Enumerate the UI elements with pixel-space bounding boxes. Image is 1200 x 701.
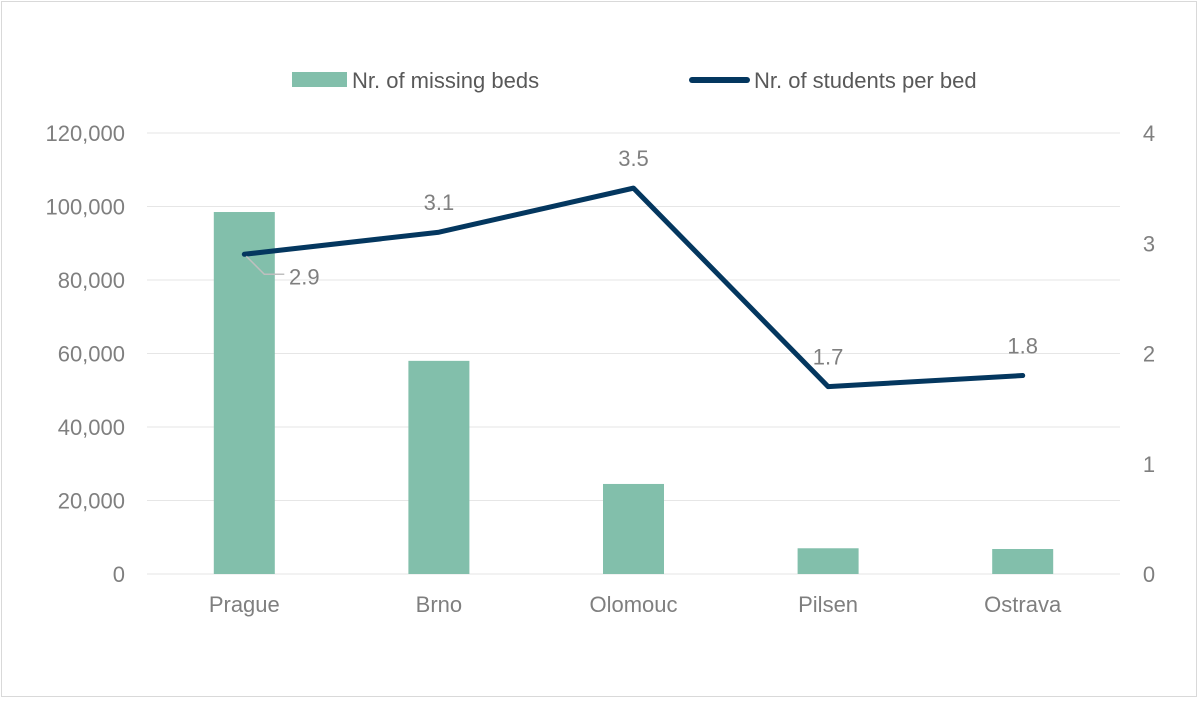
legend-bar-swatch <box>292 72 347 87</box>
line-data-label: 2.9 <box>289 264 320 289</box>
axes: 0 20,000 40,000 60,000 80,000 100,000 120,000 0… <box>45 121 1155 617</box>
y-right-tick-label: 0 <box>1143 562 1155 587</box>
y-left-tick-label: 20,000 <box>58 489 125 514</box>
x-category-label: Olomouc <box>589 592 677 617</box>
y-right-tick-label: 4 <box>1143 121 1155 146</box>
gridlines <box>147 132 1120 575</box>
y-left-tick-label: 100,000 <box>45 195 125 220</box>
x-category-label: Brno <box>416 592 462 617</box>
y-right-tick-label: 3 <box>1143 231 1155 256</box>
y-right-tick-label: 1 <box>1143 452 1155 477</box>
line-data-label: 1.8 <box>1007 334 1038 359</box>
legend-line-label: Nr. of students per bed <box>754 68 977 93</box>
bar-missing-beds <box>408 360 470 574</box>
line-data-label: 3.1 <box>424 190 455 215</box>
y-left-tick-label: 80,000 <box>58 268 125 293</box>
y-left-tick-label: 120,000 <box>45 121 125 146</box>
bar-missing-beds <box>603 483 664 574</box>
bar-missing-beds <box>797 548 859 574</box>
x-category-label: Pilsen <box>798 592 858 617</box>
y-left-tick-label: 60,000 <box>58 342 125 367</box>
line-series: 2.9 3.1 3.5 1.7 1.8 <box>241 146 1038 390</box>
x-category-label: Prague <box>209 592 280 617</box>
line-data-label: 3.5 <box>618 146 649 171</box>
y-left-tick-label: 0 <box>113 562 125 587</box>
bar-missing-beds <box>213 212 275 574</box>
bar-series <box>213 212 1054 574</box>
line-students-per-bed <box>241 185 1026 390</box>
bar-missing-beds <box>992 549 1054 574</box>
data-label-leader <box>245 255 285 276</box>
legend-bar-label: Nr. of missing beds <box>352 68 539 93</box>
y-left-tick-label: 40,000 <box>58 415 125 440</box>
y-right-tick-label: 2 <box>1143 342 1155 367</box>
legend: Nr. of missing beds Nr. of students per … <box>292 68 977 93</box>
line-data-label: 1.7 <box>813 345 844 370</box>
x-category-label: Ostrava <box>984 592 1062 617</box>
